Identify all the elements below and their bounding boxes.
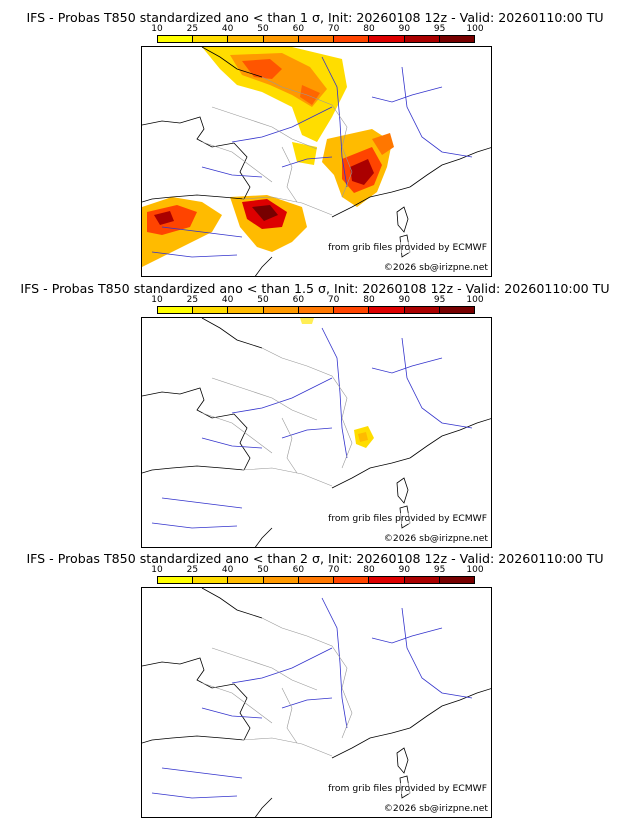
coastlines: [142, 318, 491, 547]
panel-1-5sigma: IFS - Probas T850 standardized ano < tha…: [0, 271, 630, 548]
prob-area-north-hot2: [300, 85, 320, 105]
probability-map: from grib files provided by ECMWF ©2026 …: [141, 46, 492, 277]
rivers: [151, 597, 473, 799]
colorbar-segment: [298, 307, 335, 313]
copyright: ©2026 sb@irizpne.net: [383, 533, 488, 544]
panel-title: IFS - Probas T850 standardized ano < tha…: [20, 281, 610, 296]
colorbar-tick-label: 100: [466, 565, 484, 575]
colorbar-segment: [298, 577, 335, 583]
colorbar-ticks: 10 25 40 50 60 70 80 90 95 100: [151, 24, 483, 35]
colorbar-tick-label: 80: [363, 295, 375, 305]
prob-area-alps-hot: [350, 159, 374, 185]
rivers: [151, 56, 473, 258]
copyright: ©2026 sb@irizpne.net: [383, 803, 488, 814]
colorbar-tick-label: 40: [221, 24, 234, 34]
colorbar-segment: [193, 307, 229, 313]
colorbar-segment: [439, 307, 474, 313]
colorbar-tick-label: 25: [186, 24, 199, 34]
colorbar-tick-label: 50: [257, 24, 269, 34]
colorbar-segment: [439, 36, 474, 42]
colorbar: [157, 35, 475, 43]
colorbar-tick-label: 25: [186, 295, 199, 305]
copyright: ©2026 sb@irizpne.net: [383, 262, 488, 273]
colorbar-segment: [228, 36, 264, 42]
colorbar-tick-label: 50: [257, 295, 269, 305]
colorbar-segment: [263, 577, 299, 583]
colorbar-tick-label: 95: [433, 24, 446, 34]
colorbar-segment: [158, 577, 194, 583]
colorbar-tick-label: 60: [292, 565, 305, 575]
colorbar-segment: [158, 307, 194, 313]
colorbar-tick-label: 60: [292, 24, 305, 34]
prob-area-alps-core: [358, 432, 368, 442]
colorbar-segment: [404, 36, 440, 42]
colorbar-tick-label: 70: [327, 24, 340, 34]
map-svg: [142, 47, 491, 276]
colorbar-tick-label: 40: [221, 565, 234, 575]
colorbar: [157, 306, 475, 314]
colorbar-segment: [334, 577, 370, 583]
colorbar-segment: [228, 577, 264, 583]
colorbar-segment: [158, 36, 194, 42]
colorbar-segment: [263, 36, 299, 42]
colorbar-tick-label: 25: [186, 565, 199, 575]
colorbar-tick-label: 10: [151, 24, 163, 34]
colorbar-tick-label: 70: [327, 565, 340, 575]
colorbar-ticks: 10 25 40 50 60 70 80 90 95 100: [151, 295, 483, 306]
colorbar-segment: [439, 577, 474, 583]
colorbar-segment: [369, 307, 405, 313]
colorbar-tick-label: 10: [151, 295, 163, 305]
map-svg: [142, 318, 491, 547]
prob-area-pyrenees-hot: [252, 205, 278, 221]
colorbar-tick-label: 40: [221, 295, 234, 305]
colorbar: [157, 576, 475, 584]
data-credit: from grib files provided by ECMWF: [328, 513, 487, 524]
prob-area-alps-ne: [372, 133, 394, 155]
panel-title: IFS - Probas T850 standardized ano < tha…: [26, 10, 604, 25]
colorbar-tick-label: 100: [466, 24, 484, 34]
colorbar-tick-label: 95: [433, 565, 446, 575]
colorbar-segment: [334, 307, 370, 313]
borders: [201, 617, 353, 757]
colorbar-segment: [369, 577, 405, 583]
colorbar-segment: [369, 36, 405, 42]
colorbar-ticks: 10 25 40 50 60 70 80 90 95 100: [151, 565, 483, 576]
colorbar-tick-label: 90: [398, 565, 411, 575]
colorbar-tick-label: 10: [151, 565, 163, 575]
colorbar-tick-label: 60: [292, 295, 305, 305]
colorbar-segment: [263, 307, 299, 313]
data-credit: from grib files provided by ECMWF: [328, 242, 487, 253]
panel-title: IFS - Probas T850 standardized ano < tha…: [26, 551, 604, 566]
panel-2sigma: IFS - Probas T850 standardized ano < tha…: [0, 541, 630, 818]
prob-area-north: [300, 318, 314, 324]
colorbar-segment: [193, 36, 229, 42]
colorbar-tick-label: 90: [398, 24, 411, 34]
colorbar-tick-label: 70: [327, 295, 340, 305]
colorbar-segment: [404, 307, 440, 313]
colorbar-segment: [298, 36, 335, 42]
prob-area-center: [292, 142, 317, 165]
probability-map: from grib files provided by ECMWF ©2026 …: [141, 317, 492, 548]
colorbar-tick-label: 90: [398, 295, 411, 305]
colorbar-tick-label: 95: [433, 295, 446, 305]
colorbar-tick-label: 100: [466, 295, 484, 305]
panel-1sigma: IFS - Probas T850 standardized ano < tha…: [0, 0, 630, 277]
borders: [201, 76, 353, 216]
colorbar-tick-label: 80: [363, 24, 375, 34]
rivers: [151, 327, 473, 529]
colorbar-tick-label: 50: [257, 565, 269, 575]
prob-area-spain-w-hot: [154, 211, 174, 225]
borders: [201, 347, 353, 487]
map-svg: [142, 588, 491, 817]
probability-shading: [300, 318, 374, 448]
data-credit: from grib files provided by ECMWF: [328, 783, 487, 794]
colorbar-segment: [334, 36, 370, 42]
probability-map: from grib files provided by ECMWF ©2026 …: [141, 587, 492, 818]
colorbar-segment: [193, 577, 229, 583]
colorbar-segment: [228, 307, 264, 313]
colorbar-tick-label: 80: [363, 565, 375, 575]
probability-shading: [142, 47, 394, 267]
colorbar-segment: [404, 577, 440, 583]
